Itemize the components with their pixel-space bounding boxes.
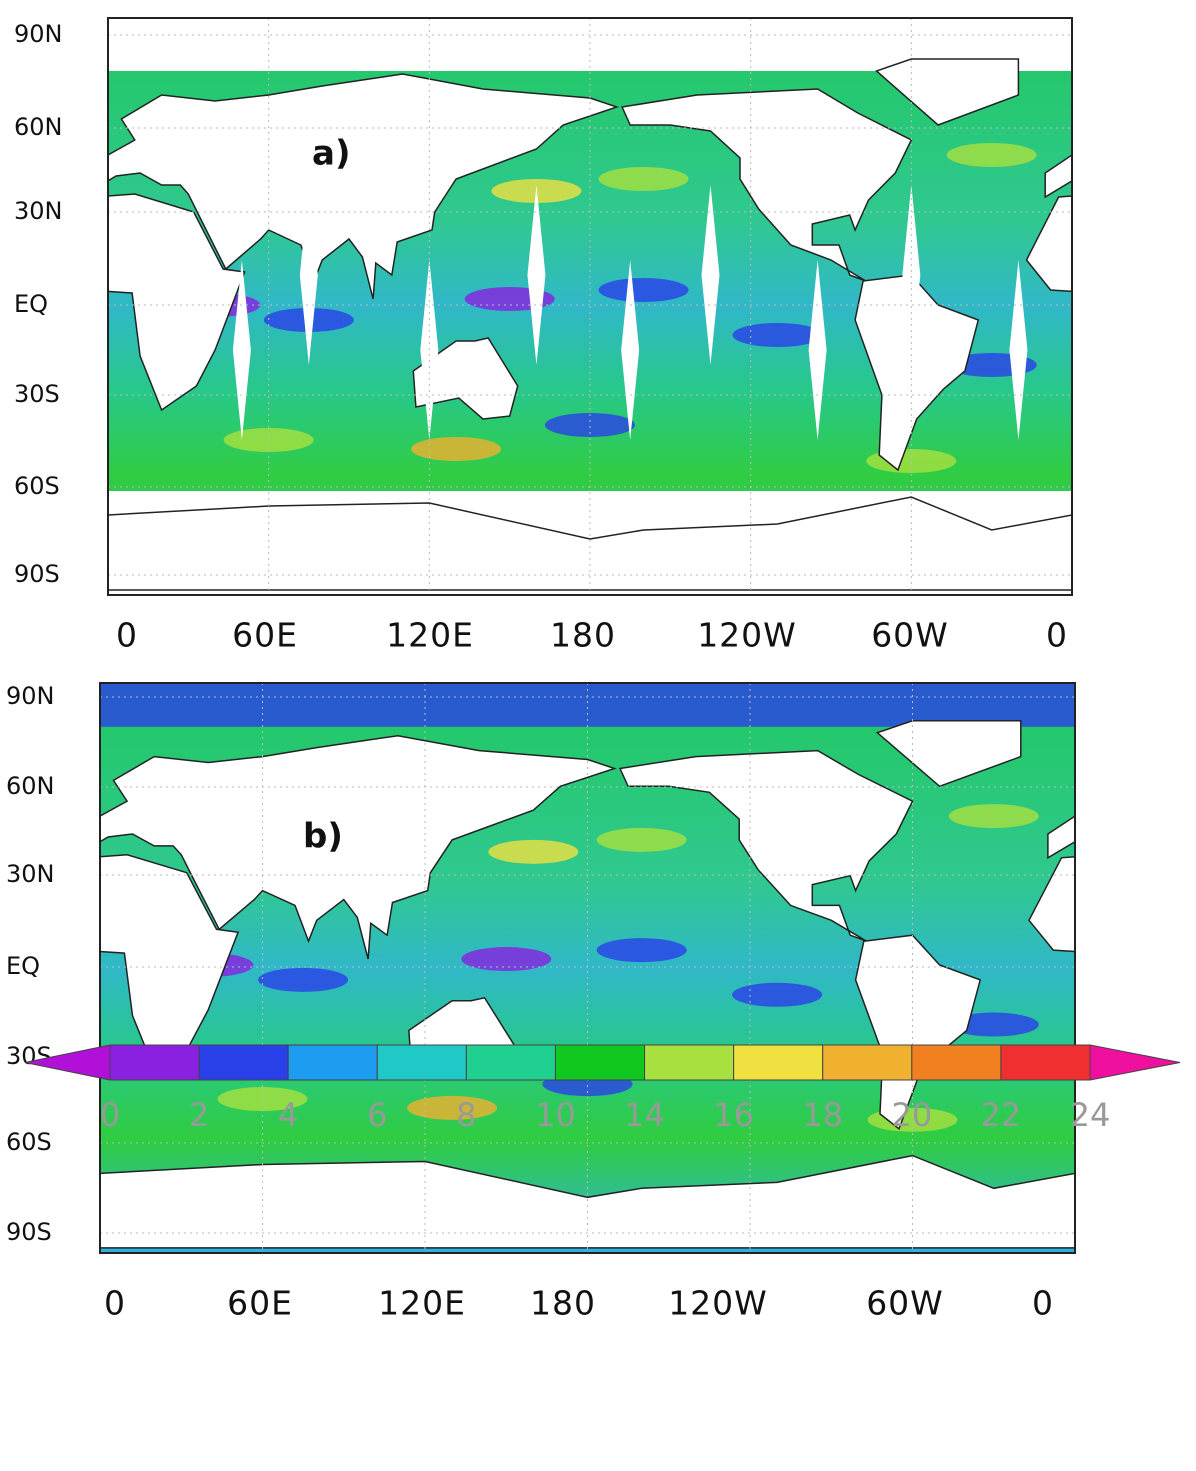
continent: [618, 749, 914, 942]
continent: [1025, 195, 1072, 293]
lat-label: 60S: [6, 1128, 52, 1156]
field-blob: [732, 323, 823, 347]
colorbar-extend-high: [1089, 1044, 1181, 1081]
field-blob: [596, 938, 687, 963]
continent: [0, 935, 5, 1129]
field-blob: [461, 947, 552, 972]
colorbar-tick-label: 14: [624, 1096, 665, 1134]
field-blob: [948, 1012, 1039, 1037]
colorbar-tick-label: 2: [189, 1096, 209, 1134]
continent: [875, 720, 1022, 788]
continent: [621, 88, 913, 282]
continent: [108, 193, 246, 412]
map-field: [0, 18, 1072, 595]
colorbar-tick-label: 4: [278, 1096, 298, 1134]
continent: [854, 274, 980, 472]
continent: [1047, 815, 1075, 860]
colorbar-tick-label: 18: [802, 1096, 843, 1134]
colorbar-box: [109, 1044, 200, 1081]
continent: [1044, 154, 1072, 199]
lat-label: 30N: [6, 860, 55, 888]
colorbar-tick-label: 24: [1070, 1096, 1111, 1134]
colorbar-tick-label: 16: [713, 1096, 754, 1134]
lon-label: 60W: [871, 616, 949, 655]
colorbar-box: [733, 1044, 824, 1081]
colorbar-tick-label: 6: [367, 1096, 387, 1134]
colorbar-box: [644, 1044, 735, 1081]
lon-label: 120W: [697, 616, 797, 655]
continent: [100, 854, 240, 1071]
colorbar-box: [376, 1044, 467, 1081]
lat-label: 60N: [14, 113, 63, 141]
lat-label: 60N: [6, 772, 55, 800]
colorbar-box: [287, 1044, 378, 1081]
colorbar-tick-label: 10: [535, 1096, 576, 1134]
lon-label: 120W: [668, 1284, 768, 1323]
field-blob: [407, 1095, 498, 1120]
lon-label: 60E: [232, 616, 298, 655]
continent: [108, 73, 620, 300]
colorbar-box: [465, 1044, 556, 1081]
field-blob: [411, 437, 502, 461]
map-frame: [107, 17, 1073, 596]
panel-label: b): [303, 817, 343, 857]
colorbar-box: [822, 1044, 913, 1081]
map-panel: 90N 60N 30N EQ 30S 60S 90S 0 60E 120E 180 120W 60W 0 a…: [0, 17, 1073, 655]
map-frame: [99, 682, 1076, 1254]
colorbar-tick-label: 20: [891, 1096, 932, 1134]
colorbar-tick-label: 8: [456, 1096, 476, 1134]
lon-label: 180: [530, 1284, 596, 1323]
map-field: [0, 683, 1075, 1253]
colorbar: 0 2 4 6 8 10 14 16 18 20 22 24: [24, 1044, 1181, 1134]
lat-label: 90N: [14, 20, 63, 48]
lat-label: EQ: [14, 290, 48, 318]
lon-label: 60W: [866, 1284, 944, 1323]
lat-label: 90S: [14, 560, 60, 588]
swath-gap: [527, 185, 546, 365]
lon-label: 0: [116, 616, 138, 655]
colorbar-tick-label: 0: [100, 1096, 120, 1134]
lon-label: 0: [1032, 1284, 1054, 1323]
swath-gap: [701, 185, 720, 365]
continent: [1071, 514, 1072, 591]
continent: [875, 58, 1020, 126]
continent: [0, 275, 14, 470]
colorbar-box: [911, 1044, 1002, 1081]
lat-label: EQ: [6, 952, 40, 980]
colorbar-box: [554, 1044, 646, 1081]
colorbar-box: [1000, 1044, 1091, 1081]
lat-label: 30N: [14, 197, 63, 225]
field-blob: [732, 982, 823, 1007]
lon-label: 180: [550, 616, 616, 655]
lat-label: 90N: [6, 682, 55, 710]
swath-gap: [902, 185, 921, 365]
field-blob: [948, 804, 1039, 829]
lat-label: 90S: [6, 1218, 52, 1246]
continent: [1028, 856, 1075, 953]
continent: [1074, 1172, 1075, 1249]
continent: [100, 734, 617, 960]
field-blob: [596, 827, 687, 852]
colorbar-tick-label: 22: [981, 1096, 1022, 1134]
lon-label: 120E: [378, 1284, 466, 1323]
field-blob: [545, 413, 635, 437]
lat-label: 30S: [14, 380, 60, 408]
field-blob: [946, 143, 1037, 167]
field-blob: [598, 167, 689, 191]
lon-label: 0: [1046, 616, 1068, 655]
swath-gap: [1009, 260, 1028, 440]
lat-label: 60S: [14, 472, 60, 500]
lon-label: 60E: [227, 1284, 293, 1323]
field-blob: [598, 278, 689, 302]
panel-label: a): [312, 134, 350, 174]
colorbar-box: [198, 1044, 289, 1081]
lon-label: 120E: [386, 616, 474, 655]
field-blob: [488, 839, 579, 864]
lon-label: 0: [104, 1284, 126, 1323]
continent: [412, 337, 519, 420]
swath-gap: [299, 185, 318, 365]
field-blob: [258, 967, 349, 992]
